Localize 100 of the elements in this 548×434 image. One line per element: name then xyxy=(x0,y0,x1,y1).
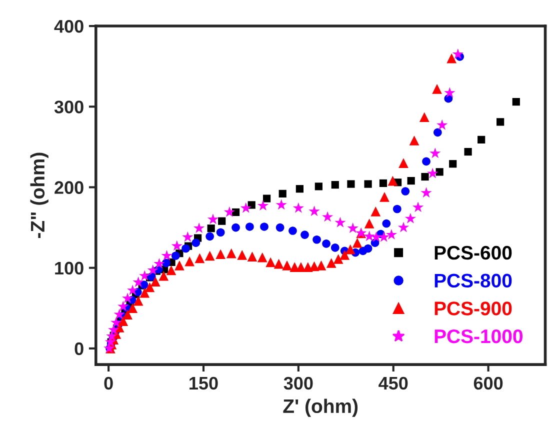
y-tick-label: 200 xyxy=(54,181,84,194)
point xyxy=(333,254,344,264)
point xyxy=(260,222,268,231)
point xyxy=(174,260,184,270)
point xyxy=(452,48,464,59)
point xyxy=(364,180,372,188)
point xyxy=(326,258,336,268)
point xyxy=(194,222,205,234)
point xyxy=(388,176,398,186)
point xyxy=(436,119,448,130)
point xyxy=(434,128,442,137)
point xyxy=(194,253,205,264)
y-tick-label: 400 xyxy=(54,20,84,33)
point xyxy=(171,252,180,260)
point xyxy=(278,190,286,198)
point xyxy=(204,250,215,261)
point xyxy=(154,258,165,269)
point xyxy=(446,53,456,64)
point xyxy=(140,288,150,298)
point xyxy=(226,248,236,258)
point xyxy=(382,219,391,228)
point xyxy=(478,136,486,144)
point xyxy=(401,187,410,196)
point xyxy=(248,201,256,209)
point xyxy=(398,158,408,168)
point xyxy=(347,180,355,188)
point xyxy=(420,187,432,198)
point xyxy=(364,230,375,242)
point xyxy=(312,235,321,244)
point xyxy=(158,270,169,281)
point xyxy=(118,300,129,312)
point xyxy=(206,232,214,241)
point xyxy=(370,206,381,216)
point xyxy=(314,182,322,190)
point xyxy=(430,148,441,158)
point xyxy=(139,270,150,281)
point xyxy=(449,160,457,168)
point xyxy=(150,276,160,286)
point xyxy=(257,200,269,210)
point xyxy=(162,258,170,268)
point xyxy=(207,214,219,224)
point xyxy=(303,262,313,272)
point xyxy=(292,202,304,213)
point xyxy=(398,222,410,232)
y-tick-label: 100 xyxy=(55,262,84,275)
point xyxy=(378,231,390,242)
point xyxy=(184,256,194,266)
point xyxy=(300,230,309,239)
point xyxy=(386,228,397,240)
point xyxy=(322,239,330,248)
point xyxy=(316,260,326,270)
legend-label: PCS-900 xyxy=(434,302,512,316)
point xyxy=(364,218,374,228)
point xyxy=(288,226,297,235)
point xyxy=(334,216,346,228)
point xyxy=(247,252,258,262)
point xyxy=(274,258,284,269)
point xyxy=(257,252,268,262)
point xyxy=(464,148,472,156)
point xyxy=(166,265,176,276)
point xyxy=(364,244,372,253)
point xyxy=(237,250,248,260)
point xyxy=(380,192,390,202)
point xyxy=(246,222,254,231)
point xyxy=(512,98,520,106)
point xyxy=(171,240,182,251)
point xyxy=(182,244,190,253)
point xyxy=(110,316,122,328)
point xyxy=(128,303,138,314)
point xyxy=(330,244,340,252)
point xyxy=(240,202,252,213)
point xyxy=(262,194,271,202)
point xyxy=(144,282,155,292)
x-tick-label: 0 xyxy=(104,376,113,390)
point xyxy=(232,208,240,216)
point xyxy=(419,112,430,122)
point xyxy=(182,231,194,242)
point xyxy=(296,262,306,272)
point xyxy=(118,316,128,326)
point xyxy=(407,176,415,185)
point xyxy=(133,296,144,306)
point xyxy=(352,238,362,248)
point xyxy=(127,284,138,296)
legend-label: PCS-600 xyxy=(434,246,512,260)
point xyxy=(132,276,144,288)
point xyxy=(444,87,456,98)
y-tick-label: 0 xyxy=(74,342,84,356)
point xyxy=(276,199,287,210)
point xyxy=(122,310,132,320)
point xyxy=(404,212,416,224)
point xyxy=(331,181,339,189)
point xyxy=(216,249,226,260)
point xyxy=(421,172,429,181)
point xyxy=(432,84,442,94)
point xyxy=(308,206,320,216)
point xyxy=(412,202,424,212)
legend-label: PCS-800 xyxy=(434,274,512,288)
y-axis-title: -Z" (ohm) xyxy=(30,152,48,238)
point xyxy=(266,257,276,268)
point xyxy=(276,223,284,232)
